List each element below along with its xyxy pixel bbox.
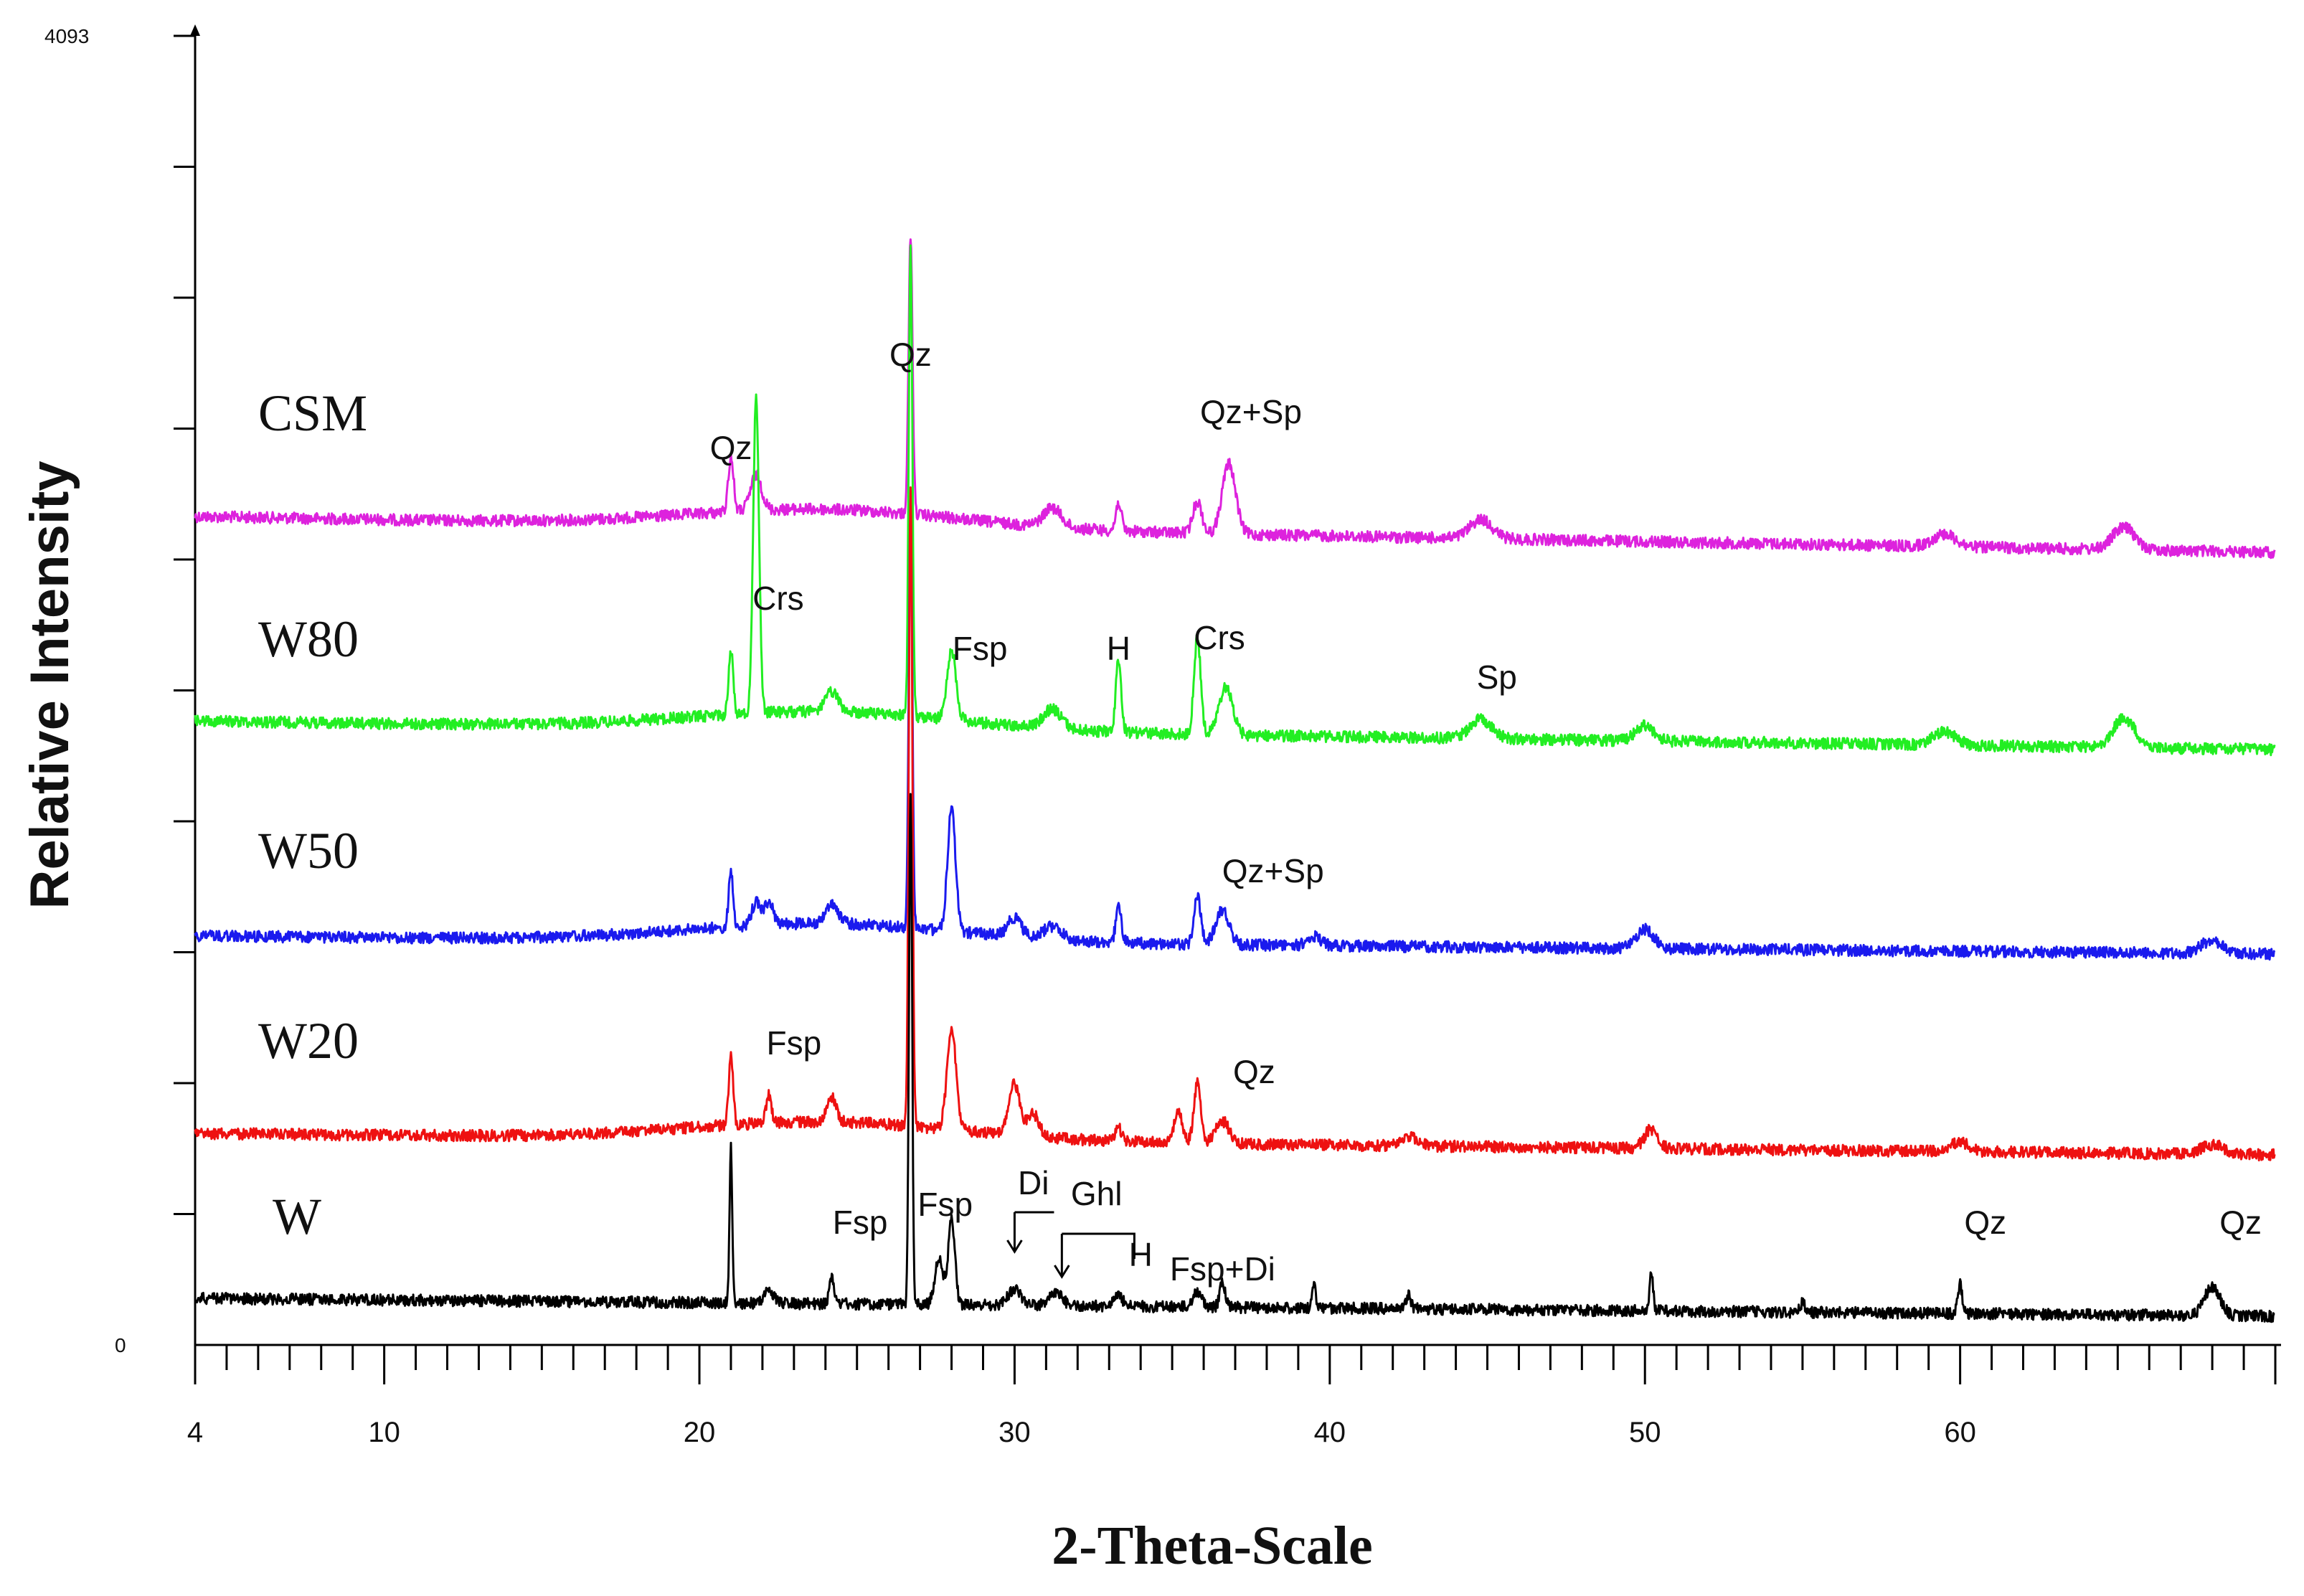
peak-label: Qz xyxy=(889,336,932,373)
axes: 4 10 20 30 40 50 60 xyxy=(174,24,2281,1448)
peak-label: Sp xyxy=(1477,658,1517,696)
series-label-w50: W50 xyxy=(258,822,359,879)
leader-arrowhead xyxy=(1006,1240,1023,1254)
x-tick-label: 50 xyxy=(1629,1417,1661,1448)
series-label-csm: CSM xyxy=(258,384,367,442)
annotations: Qz Qz Qz+Sp Crs Fsp H Crs Sp Qz+Sp Fsp Qz Fsp Fsp Di G… xyxy=(710,336,2262,1288)
y-min-label: 0 xyxy=(115,1334,126,1356)
x-ticks: 4 10 20 30 40 50 60 xyxy=(187,1345,2277,1448)
peak-label: Fsp xyxy=(767,1024,822,1062)
peak-label: Fsp xyxy=(917,1186,973,1223)
series-layer xyxy=(194,238,2276,1323)
x-tick-label: 60 xyxy=(1944,1417,1976,1448)
x-tick-label: 40 xyxy=(1314,1417,1346,1448)
peak-label: Qz xyxy=(1964,1204,2006,1241)
y-axis-label: Relative Intensity xyxy=(19,461,80,909)
peak-label: H xyxy=(1129,1236,1153,1273)
x-tick-label: 4 xyxy=(187,1417,203,1448)
x-axis-label: 2-Theta-Scale xyxy=(1052,1516,1372,1576)
series-line-w20 xyxy=(194,486,2276,1162)
peak-label: Ghl xyxy=(1071,1175,1123,1212)
peak-label: Fsp xyxy=(833,1204,888,1241)
series-labels: CSM W80 W50 W20 W xyxy=(258,384,367,1245)
peak-label: Qz xyxy=(2219,1204,2262,1241)
peak-label: Di xyxy=(1018,1164,1049,1201)
y-ticks xyxy=(174,34,195,1215)
y-max-label: 4093 xyxy=(44,25,89,47)
peak-label: Qz xyxy=(1233,1053,1275,1090)
peak-label: Qz+Sp xyxy=(1200,393,1302,430)
peak-label: Crs xyxy=(1194,619,1245,656)
peak-label: Fsp+Di xyxy=(1170,1250,1275,1288)
x-tick-label: 10 xyxy=(368,1417,400,1448)
x-tick-label: 20 xyxy=(684,1417,716,1448)
series-line-w xyxy=(194,793,2275,1323)
series-line-csm xyxy=(194,238,2276,559)
peak-label: H xyxy=(1107,630,1130,667)
series-label-w80: W80 xyxy=(258,610,359,668)
peak-label: Qz+Sp xyxy=(1222,852,1324,889)
peak-label: Fsp xyxy=(953,630,1008,667)
leader-arrowhead xyxy=(1054,1265,1070,1279)
series-label-w20: W20 xyxy=(258,1012,359,1069)
series-label-w: W xyxy=(273,1188,321,1245)
series-line-w80 xyxy=(194,244,2276,757)
x-tick-label: 30 xyxy=(998,1417,1031,1448)
peak-label: Qz xyxy=(710,429,752,466)
ghl-bracket xyxy=(1062,1232,1136,1259)
peak-label: Crs xyxy=(752,580,804,617)
series-line-w50 xyxy=(194,512,2276,961)
y-axis-arrow xyxy=(190,24,200,36)
